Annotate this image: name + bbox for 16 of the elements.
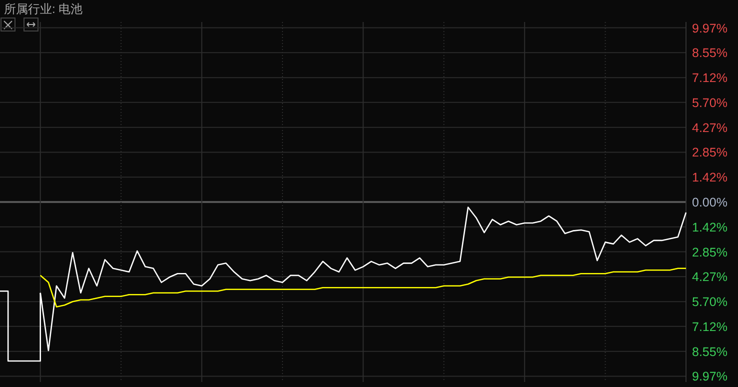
y-tick-label: 8.55% [692, 344, 728, 359]
y-tick-label: 5.70% [692, 295, 728, 310]
y-tick-label: 1.42% [692, 220, 728, 234]
y-tick-label: 8.55% [692, 46, 728, 60]
chart-title: 所属行业: 电池 [4, 2, 83, 16]
y-tick-label: 7.12% [692, 71, 728, 86]
y-tick-label: 1.42% [692, 170, 728, 185]
y-tick-label: 0.00% [692, 196, 728, 210]
y-tick-label: 9.97% [692, 370, 728, 384]
y-tick-label: 7.12% [692, 320, 728, 334]
y-tick-label: 2.85% [692, 245, 728, 260]
y-tick-label: 4.27% [692, 270, 728, 284]
y-tick-label: 4.27% [692, 120, 728, 135]
y-tick-label: 5.70% [692, 96, 728, 110]
y-tick-label: 2.85% [692, 146, 728, 160]
y-tick-label: 9.97% [692, 21, 728, 36]
